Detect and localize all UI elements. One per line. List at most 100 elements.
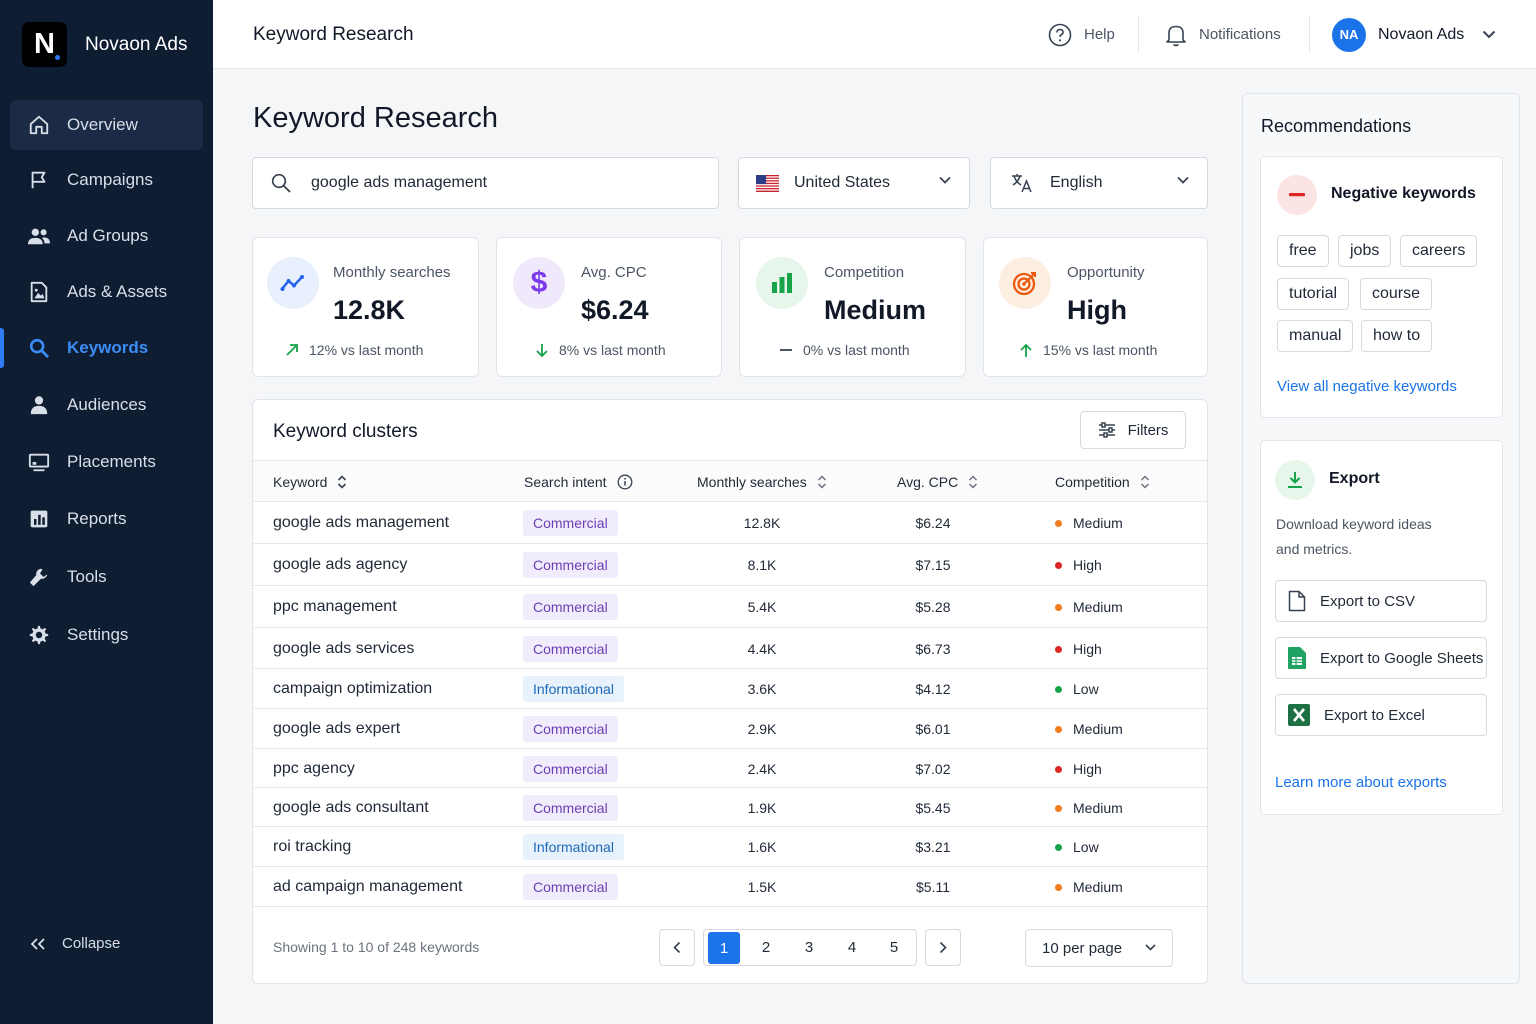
keyword-cell: ppc management [273,598,397,615]
page-button-5[interactable]: 5 [889,939,899,956]
table-row[interactable]: google ads consultant Commercial 1.9K $5.45… [253,788,1207,827]
search-intent-badge: Commercial [523,874,618,900]
table-row[interactable]: google ads agency Commercial 8.1K $7.15 High [253,544,1207,586]
table-row[interactable]: ad campaign management Commercial 1.5K $5.1… [253,867,1207,907]
sliders-icon [1098,422,1116,438]
table-row[interactable]: google ads services Commercial 4.4K $6.73 Hi… [253,628,1207,669]
account-menu[interactable]: NA Novaon Ads [1332,0,1496,69]
monthly-searches-cell: 1.5K [747,879,777,895]
export-google-sheets-button[interactable]: Export to Google Sheets [1275,637,1487,679]
column-header-keyword[interactable]: Keyword [273,474,347,490]
search-intent-badge: Commercial [523,552,618,578]
filters-button[interactable]: Filters [1080,411,1186,449]
sidebar-item-ad-groups[interactable]: Ad Groups [10,211,203,261]
monthly-searches-cell: 2.4K [747,761,777,777]
sidebar-item-campaigns[interactable]: Campaigns [10,155,203,205]
users-icon [27,224,51,248]
column-label: Avg. CPC [897,474,959,490]
negative-keyword-chip[interactable]: course [1360,278,1433,310]
help-icon [1048,23,1072,47]
search-icon [271,173,291,193]
google-sheets-icon [1288,647,1306,669]
table-row[interactable]: google ads management Commercial 12.8K $6.2… [253,502,1207,544]
stat-label: Avg. CPC [581,264,647,281]
bar-chart-icon [756,257,808,309]
stat-value: High [1067,295,1127,325]
negative-keyword-chip[interactable]: jobs [1338,235,1392,267]
search-intent-badge: Commercial [523,716,618,742]
table-row[interactable]: campaign optimization Informational 3.6K $4… [253,669,1207,709]
sidebar-item-label: Keywords [67,338,149,357]
competition-label: Medium [1073,515,1123,531]
double-chevron-left-icon [30,937,46,951]
competition-label: Medium [1073,879,1123,895]
info-icon[interactable] [617,474,633,490]
competition-dot [1055,725,1062,733]
download-icon [1275,460,1315,500]
negative-keyword-chip[interactable]: tutorial [1277,278,1350,310]
view-all-negative-keywords-link[interactable]: View all negative keywords [1277,378,1457,395]
avg-cpc-cell: $6.73 [915,641,951,657]
monthly-searches-cell: 2.9K [747,721,777,737]
search-value: google ads management [311,174,488,191]
competition-label: Medium [1073,721,1123,737]
negative-keyword-chip[interactable]: how to [1361,320,1433,352]
competition-cell: High [1055,557,1102,573]
sidebar-item-ads-assets[interactable]: Ads & Assets [10,267,203,317]
table-row[interactable]: roi tracking Informational 1.6K $3.21 Low [253,827,1207,867]
help-button[interactable]: Help [1048,0,1115,69]
monthly-searches-cell: 3.6K [747,681,777,697]
export-csv-button[interactable]: Export to CSV [1275,580,1487,622]
page-button-4[interactable]: 4 [847,939,857,956]
avg-cpc-cell: $3.21 [915,839,951,855]
export-title: Export [1329,470,1380,487]
competition-label: High [1073,641,1102,657]
keyword-cell: campaign optimization [273,680,433,697]
page-button-3[interactable]: 3 [804,939,814,956]
competition-dot [1055,645,1062,653]
target-icon [999,257,1051,309]
gear-icon [27,623,51,647]
keyword-cell: google ads agency [273,556,408,573]
pagination-summary: Showing 1 to 10 of 248 keywords [273,939,480,955]
sidebar-item-label: Placements [67,452,156,471]
minus-circle-icon [1277,175,1317,215]
column-header-monthly-searches[interactable]: Monthly searches [697,474,827,490]
competition-dot [1055,843,1062,851]
table-row[interactable]: ppc management Commercial 5.4K $5.28 Medium [253,586,1207,628]
competition-dot [1055,765,1062,773]
export-google-sheets-label: Export to Google Sheets [1320,649,1484,667]
sidebar-item-keywords[interactable]: Keywords [10,323,203,373]
location-select[interactable]: United States [738,157,970,209]
brand[interactable]: N Novaon Ads [22,22,187,67]
notifications-button[interactable]: Notifications [1165,0,1281,69]
column-header-avg-cpc[interactable]: Avg. CPC [897,474,978,490]
sidebar-item-settings[interactable]: Settings [10,610,203,660]
table-row[interactable]: google ads expert Commercial 2.9K $6.01 Medi… [253,709,1207,749]
negative-keyword-chip[interactable]: manual [1277,320,1354,352]
brand-logo-letter: N [34,28,55,60]
sidebar-item-tools[interactable]: Tools [10,552,203,602]
learn-more-exports-link[interactable]: Learn more about exports [1275,774,1447,791]
recommendations-panel: Recommendations Negative keywords free j… [1242,93,1520,984]
collapse-button[interactable]: Collapse [30,935,120,952]
export-card: Export Download keyword ideas and metric… [1260,440,1503,815]
next-page-button[interactable] [925,929,961,966]
sidebar-item-reports[interactable]: Reports [10,494,203,544]
export-excel-button[interactable]: Export to Excel [1275,694,1487,736]
negative-keyword-chip[interactable]: free [1277,235,1329,267]
language-select[interactable]: English [990,157,1208,209]
column-header-search-intent[interactable]: Search intent [524,474,633,490]
competition-dot [1055,519,1062,527]
page-button-1[interactable]: 1 [708,932,740,964]
column-header-competition[interactable]: Competition [1055,474,1150,490]
keyword-search-input[interactable]: google ads management [252,157,719,209]
sidebar-item-audiences[interactable]: Audiences [10,380,203,430]
negative-keyword-chip[interactable]: careers [1400,235,1478,267]
page-button-2[interactable]: 2 [761,939,771,956]
sidebar-item-placements[interactable]: Placements [10,437,203,487]
table-row[interactable]: ppc agency Commercial 2.4K $7.02 High [253,749,1207,788]
prev-page-button[interactable] [659,929,695,966]
per-page-select[interactable]: 10 per page [1025,929,1173,967]
sidebar-item-overview[interactable]: Overview [10,100,203,150]
